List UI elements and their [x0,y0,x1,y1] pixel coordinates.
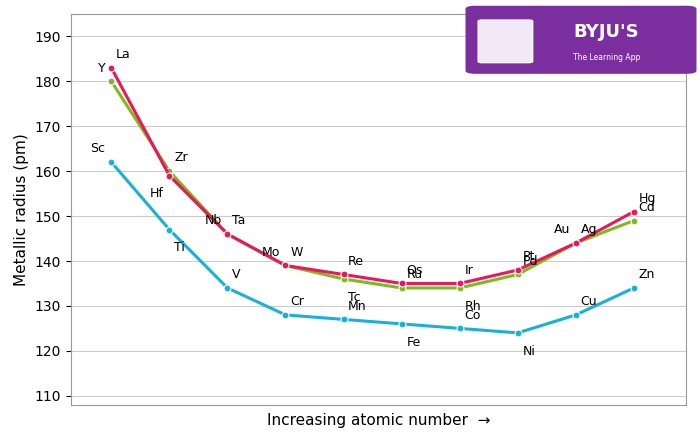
Text: Co: Co [464,309,481,322]
Text: V: V [232,268,241,281]
Text: The Learning App: The Learning App [573,53,640,61]
Text: Fe: Fe [406,335,421,349]
FancyBboxPatch shape [478,20,533,63]
Text: Zn: Zn [638,268,655,281]
Text: Ta: Ta [232,214,246,227]
Text: Ir: Ir [464,264,473,277]
Text: Rh: Rh [464,300,481,312]
Y-axis label: Metallic radius (pm): Metallic radius (pm) [14,133,29,286]
Text: Tc: Tc [348,291,360,304]
Text: Pt: Pt [522,250,535,263]
X-axis label: Increasing atomic number  →: Increasing atomic number → [267,413,490,428]
Text: Hf: Hf [150,187,164,200]
Text: Pd: Pd [522,255,538,268]
Text: Ag: Ag [580,223,597,236]
Text: Au: Au [554,223,570,236]
Text: Mn: Mn [348,300,367,312]
Text: Hg: Hg [638,192,656,205]
Text: BYJU'S: BYJU'S [573,23,639,42]
Text: Ni: Ni [522,345,536,358]
Text: Zr: Zr [174,152,188,164]
FancyBboxPatch shape [466,6,696,74]
Text: Cu: Cu [580,295,597,308]
Text: Nb: Nb [204,214,222,227]
Text: Ti: Ti [174,241,185,254]
Text: Ru: Ru [406,268,422,281]
Text: Os: Os [406,264,423,277]
Text: W: W [290,246,302,259]
Text: Cd: Cd [638,201,655,214]
Text: Y: Y [98,61,106,75]
Text: Sc: Sc [90,142,106,156]
Text: La: La [116,48,131,61]
Text: Cr: Cr [290,295,304,308]
Text: Re: Re [348,255,364,268]
Text: Mo: Mo [261,246,280,259]
